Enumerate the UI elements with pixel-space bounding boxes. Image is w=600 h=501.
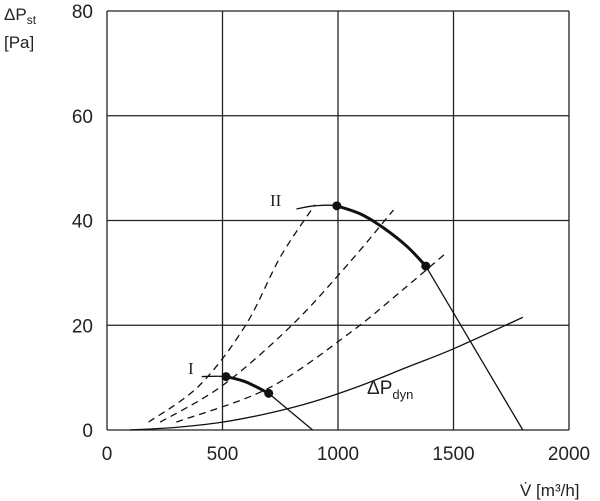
x-tick-label: 1500 xyxy=(432,444,474,465)
y-tick-label: 60 xyxy=(72,107,93,128)
y-tick-label: 40 xyxy=(72,212,93,233)
system-curve-dashed xyxy=(159,209,394,423)
x-tick-label: 2000 xyxy=(548,444,590,465)
y-tick-label: 0 xyxy=(82,421,93,442)
operating-point-marker xyxy=(332,201,342,211)
x-tick-label: 500 xyxy=(207,444,239,465)
system-curve-dashed xyxy=(176,254,445,423)
grid xyxy=(106,10,570,431)
y-tick-label: 20 xyxy=(72,316,93,337)
characteristic-curve xyxy=(425,265,524,431)
characteristic-curve xyxy=(130,316,524,431)
characteristic-curve xyxy=(268,392,314,431)
y-axis-unit: [Pa] xyxy=(4,33,34,52)
x-axis-label: V̇ [m³/h] xyxy=(520,481,580,500)
operating-point-marker xyxy=(421,261,431,271)
operating-points xyxy=(221,201,431,398)
curves xyxy=(130,204,524,431)
x-tick-label: 1000 xyxy=(317,444,359,465)
tick-labels: 0 500 1000 1500 2000 0 20 40 60 80 xyxy=(72,2,590,465)
operating-range-curve xyxy=(225,375,270,395)
curve-label-II: II xyxy=(270,191,282,210)
y-axis-label: ΔPst xyxy=(4,5,37,27)
system-curve-dashed xyxy=(148,204,316,423)
x-tick-label: 0 xyxy=(102,444,113,465)
operating-point-marker xyxy=(264,388,274,398)
operating-range-curve xyxy=(336,204,427,268)
curve-label-dyn: ΔPdyn xyxy=(367,378,413,402)
operating-point-marker xyxy=(221,372,231,382)
y-tick-label: 80 xyxy=(72,2,93,23)
curve-label-I: I xyxy=(188,359,194,378)
